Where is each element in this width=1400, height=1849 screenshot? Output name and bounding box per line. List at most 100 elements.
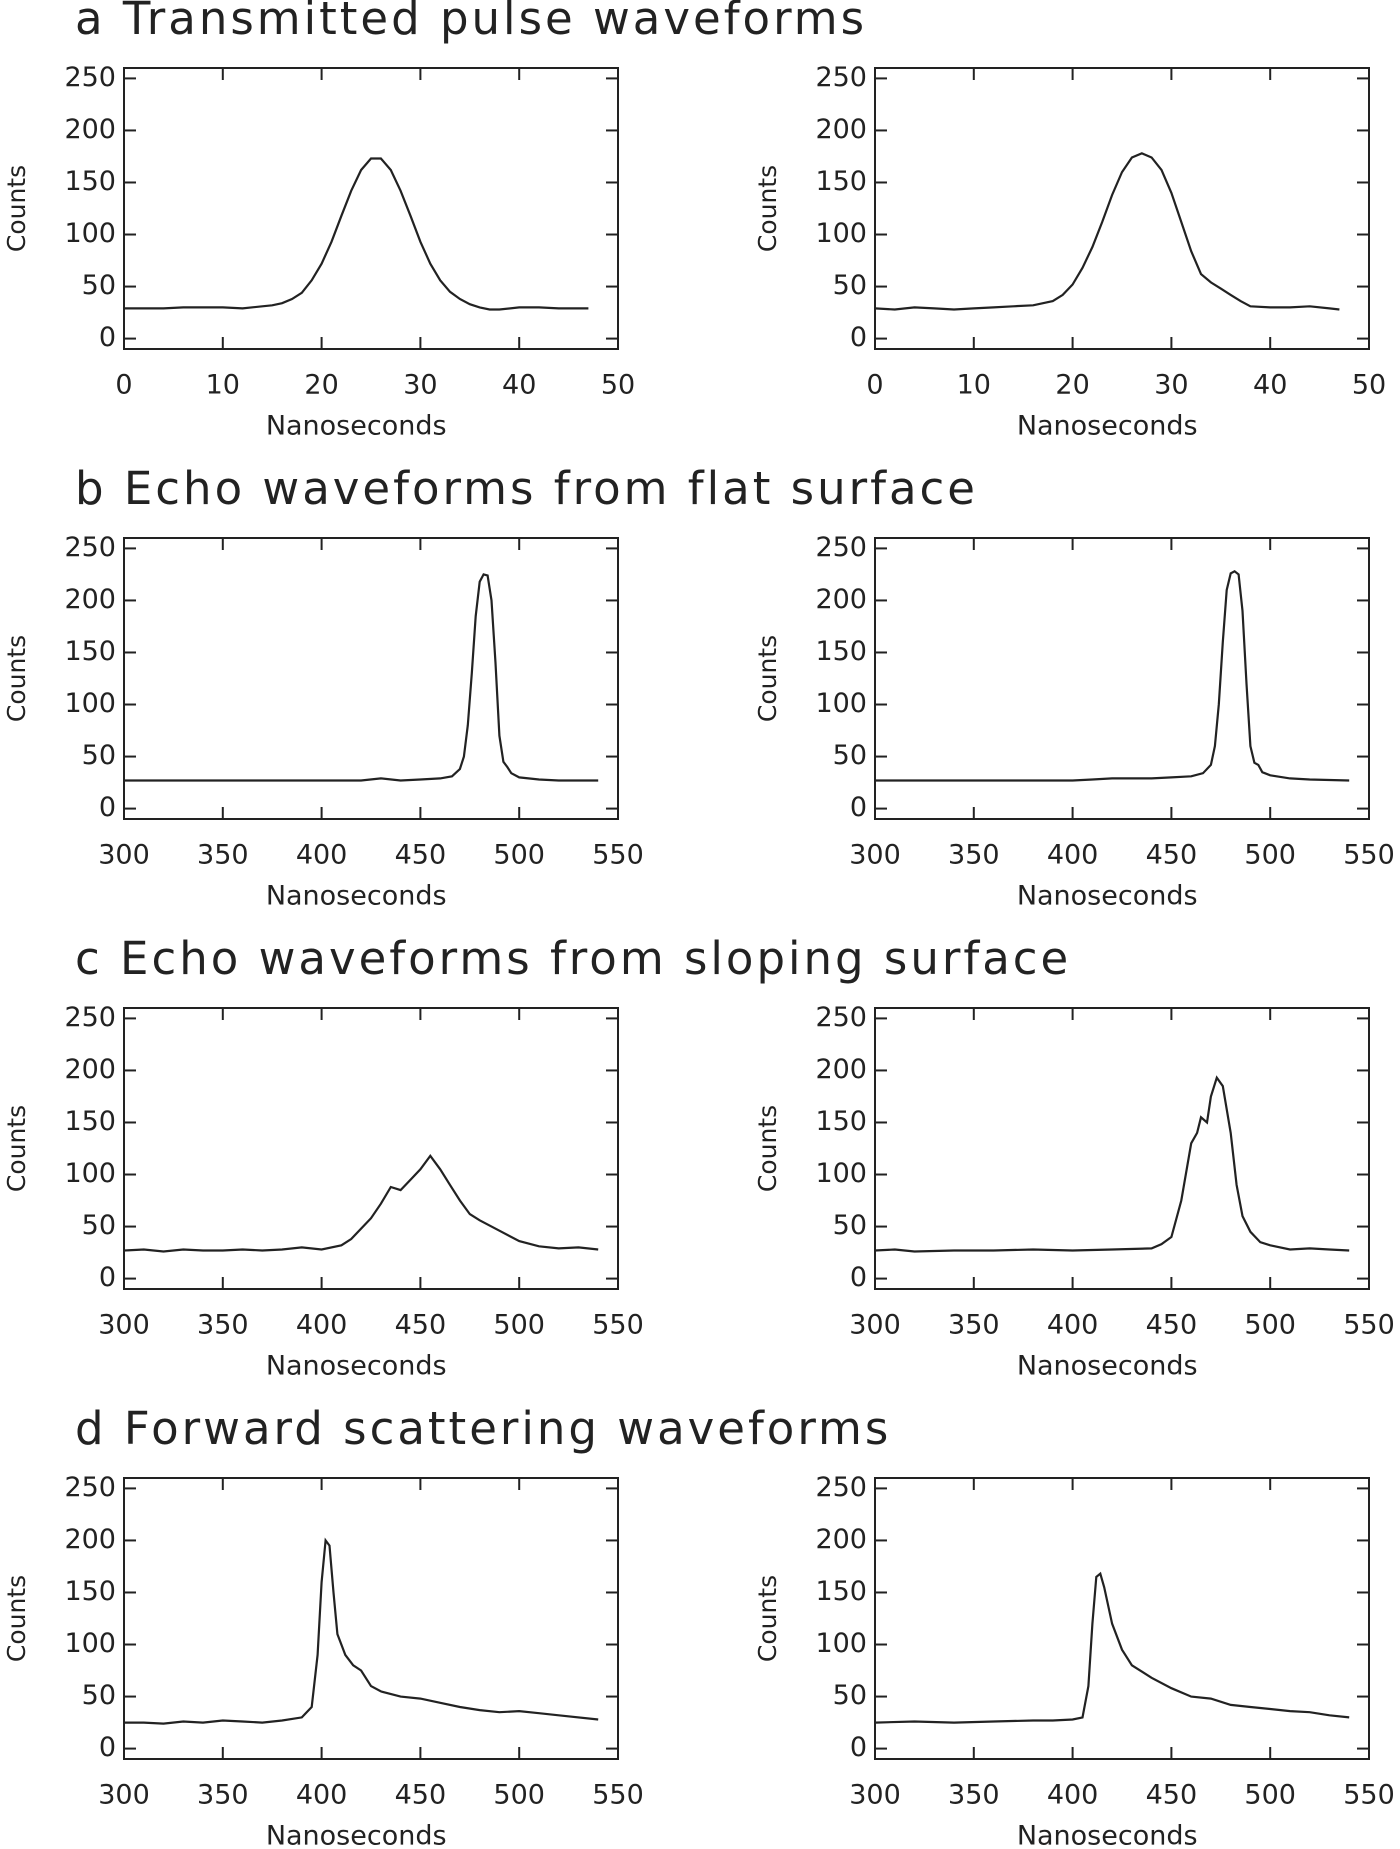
y-tick-label: 200	[64, 114, 116, 145]
panel-title: c Echo waveforms from sloping surface	[75, 932, 1071, 985]
x-tick-label: 300	[98, 1310, 150, 1341]
y-tick-label: 250	[815, 62, 867, 93]
x-tick-label: 450	[1146, 840, 1198, 871]
x-tick-label: 350	[948, 1780, 1000, 1811]
x-tick-label: 400	[296, 1310, 348, 1341]
y-tick-label: 0	[99, 792, 116, 823]
y-tick-label: 50	[833, 1680, 867, 1711]
y-tick-label: 200	[815, 1054, 867, 1085]
plot-frame	[874, 1007, 1370, 1290]
y-tick-label: 150	[815, 1576, 867, 1607]
y-tick-label: 200	[815, 1524, 867, 1555]
y-tick-label: 200	[815, 584, 867, 615]
waveform	[874, 1075, 1350, 1253]
x-tick-label: 400	[1047, 1310, 1099, 1341]
x-tick-label: 500	[493, 840, 545, 871]
panel-title: a Transmitted pulse waveforms	[75, 0, 867, 45]
x-axis-label: Nanoseconds	[266, 881, 447, 912]
waveform	[874, 1571, 1350, 1724]
y-tick-label: 50	[82, 740, 116, 771]
y-tick-label: 250	[815, 532, 867, 563]
x-tick-label: 400	[1047, 1780, 1099, 1811]
x-tick-label: 450	[395, 840, 447, 871]
y-tick-label: 150	[815, 636, 867, 667]
x-tick-label: 550	[592, 840, 644, 871]
y-tick-label: 0	[850, 322, 867, 353]
x-tick-label: 20	[304, 370, 338, 401]
x-tick-label: 500	[1244, 1310, 1296, 1341]
x-tick-label: 500	[493, 1780, 545, 1811]
x-tick-label: 400	[296, 840, 348, 871]
x-tick-label: 350	[197, 1310, 249, 1341]
x-tick-label: 550	[592, 1310, 644, 1341]
y-tick-label: 150	[64, 166, 116, 197]
waveform	[123, 1153, 599, 1253]
x-tick-label: 300	[98, 840, 150, 871]
x-tick-label: 400	[1047, 840, 1099, 871]
waveform	[124, 573, 599, 782]
x-tick-label: 40	[502, 370, 536, 401]
y-tick-label: 50	[833, 740, 867, 771]
x-axis-label: Nanoseconds	[266, 411, 447, 442]
y-tick-label: 0	[99, 322, 116, 353]
y-tick-label: 100	[815, 688, 867, 719]
x-tick-label: 300	[849, 1780, 901, 1811]
x-tick-label: 30	[1154, 370, 1188, 401]
y-tick-label: 50	[833, 1210, 867, 1241]
y-tick-label: 200	[64, 1524, 116, 1555]
y-tick-label: 200	[64, 584, 116, 615]
x-tick-label: 400	[296, 1780, 348, 1811]
y-axis-label: Counts	[2, 635, 31, 722]
y-tick-label: 200	[64, 1054, 116, 1085]
x-tick-label: 450	[395, 1780, 447, 1811]
x-axis-label: Nanoseconds	[1017, 1821, 1198, 1849]
x-axis-label: Nanoseconds	[1017, 1351, 1198, 1382]
x-tick-label: 450	[1146, 1310, 1198, 1341]
waveform	[124, 157, 589, 311]
y-tick-label: 150	[64, 1576, 116, 1607]
plot-frame	[874, 67, 1370, 350]
y-tick-label: 50	[82, 1680, 116, 1711]
y-tick-label: 0	[99, 1732, 116, 1763]
y-tick-label: 0	[850, 1732, 867, 1763]
y-tick-label: 200	[815, 114, 867, 145]
y-tick-label: 0	[850, 1262, 867, 1293]
x-tick-label: 10	[957, 370, 991, 401]
x-tick-label: 450	[395, 1310, 447, 1341]
x-axis-label: Nanoseconds	[1017, 881, 1198, 912]
y-tick-label: 100	[64, 1628, 116, 1659]
x-axis-label: Nanoseconds	[266, 1821, 447, 1849]
y-tick-label: 100	[815, 1158, 867, 1189]
x-tick-label: 350	[948, 840, 1000, 871]
waveform	[124, 1537, 599, 1725]
x-tick-label: 500	[493, 1310, 545, 1341]
y-tick-label: 100	[64, 218, 116, 249]
x-tick-label: 20	[1055, 370, 1089, 401]
y-axis-label: Counts	[753, 165, 782, 252]
x-tick-label: 500	[1244, 840, 1296, 871]
y-axis-label: Counts	[753, 1105, 782, 1192]
y-tick-label: 250	[815, 1472, 867, 1503]
y-tick-label: 250	[64, 62, 116, 93]
y-tick-label: 250	[64, 1002, 116, 1033]
x-tick-label: 40	[1253, 370, 1287, 401]
x-tick-label: 300	[98, 1780, 150, 1811]
plot-frame	[874, 537, 1370, 820]
x-tick-label: 350	[948, 1310, 1000, 1341]
x-tick-label: 30	[403, 370, 437, 401]
y-tick-label: 50	[82, 1210, 116, 1241]
x-tick-label: 50	[601, 370, 635, 401]
x-tick-label: 0	[115, 370, 132, 401]
y-axis-label: Counts	[2, 1105, 31, 1192]
x-tick-label: 50	[1352, 370, 1386, 401]
y-tick-label: 150	[64, 636, 116, 667]
y-tick-label: 150	[64, 1106, 116, 1137]
panel-title: b Echo waveforms from flat surface	[75, 462, 978, 515]
panel-title: d Forward scattering waveforms	[75, 1402, 891, 1455]
y-tick-label: 0	[99, 1262, 116, 1293]
y-tick-label: 50	[833, 270, 867, 301]
y-tick-label: 100	[64, 1158, 116, 1189]
x-tick-label: 500	[1244, 1780, 1296, 1811]
y-tick-label: 100	[815, 218, 867, 249]
